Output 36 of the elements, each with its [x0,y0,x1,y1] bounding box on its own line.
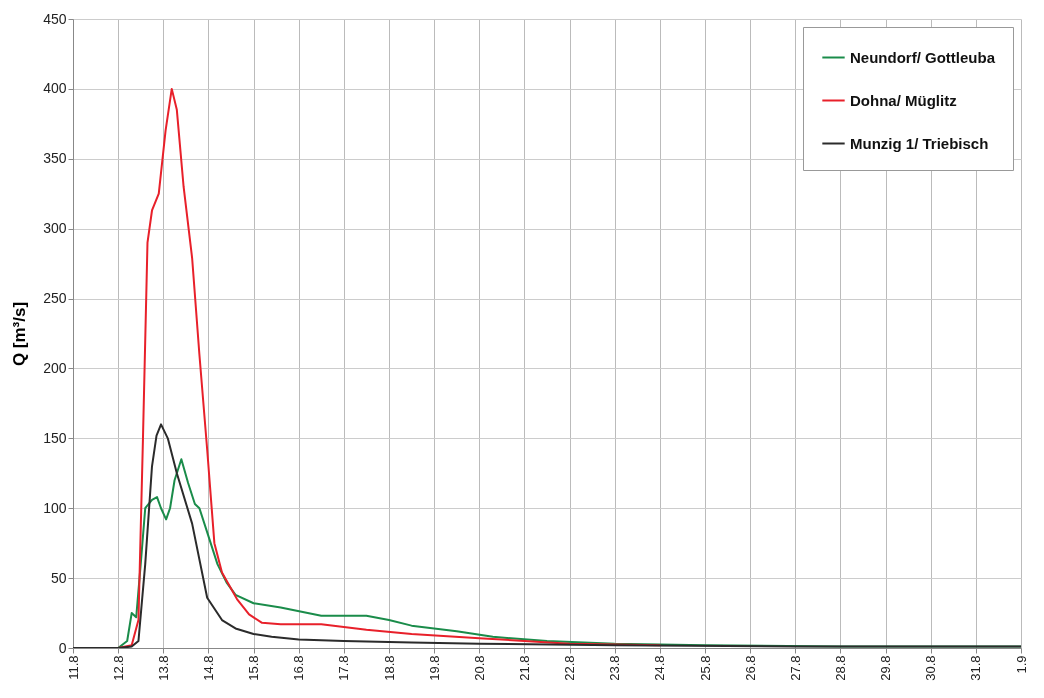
x-tick-label: 23.8 [607,655,623,681]
y-tick-label: 400 [43,80,67,97]
legend-label: Dohna/ Müglitz [850,91,957,109]
x-tick-label: 26.8 [742,655,758,681]
y-tick-label: 150 [43,429,67,446]
x-tick-label: 19.8 [426,655,442,681]
x-tick-label: 17.8 [336,655,352,681]
y-axis-title: Q [m³/s] [10,301,30,367]
y-tick-label: 300 [43,220,67,237]
x-tick-label: 13.8 [155,655,171,681]
x-tick-label: 16.8 [291,655,307,681]
x-tick-label: 12.8 [110,655,126,681]
x-tick-label: 28.8 [832,655,848,681]
x-tick-label: 25.8 [697,655,713,681]
y-tick-label: 0 [58,639,67,656]
y-tick-label: 350 [43,150,67,167]
x-tick-label: 27.8 [787,655,803,681]
x-tick-label: 18.8 [381,655,397,681]
x-tick-label: 14.8 [200,655,216,681]
y-tick-label: 100 [43,499,67,516]
x-tick-label: 21.8 [516,655,532,681]
x-tick-label: 22.8 [562,655,578,681]
y-tick-label: 200 [43,359,67,376]
x-tick-label: 30.8 [923,655,939,681]
x-tick-label: 15.8 [246,655,262,681]
y-tick-label: 450 [43,10,67,27]
x-tick-label: 31.8 [968,655,984,681]
y-tick-label: 50 [50,569,67,586]
x-tick-label: 24.8 [652,655,668,681]
legend-label: Munzig 1/ Triebisch [850,134,989,152]
x-tick-label: 29.8 [878,655,894,681]
x-tick-label: 20.8 [471,655,487,681]
x-tick-label: 1.9 [1013,655,1029,674]
x-tick-label: 11.8 [65,655,81,680]
legend-label: Neundorf/ Gottleuba [850,48,996,66]
y-tick-label: 250 [43,290,67,307]
